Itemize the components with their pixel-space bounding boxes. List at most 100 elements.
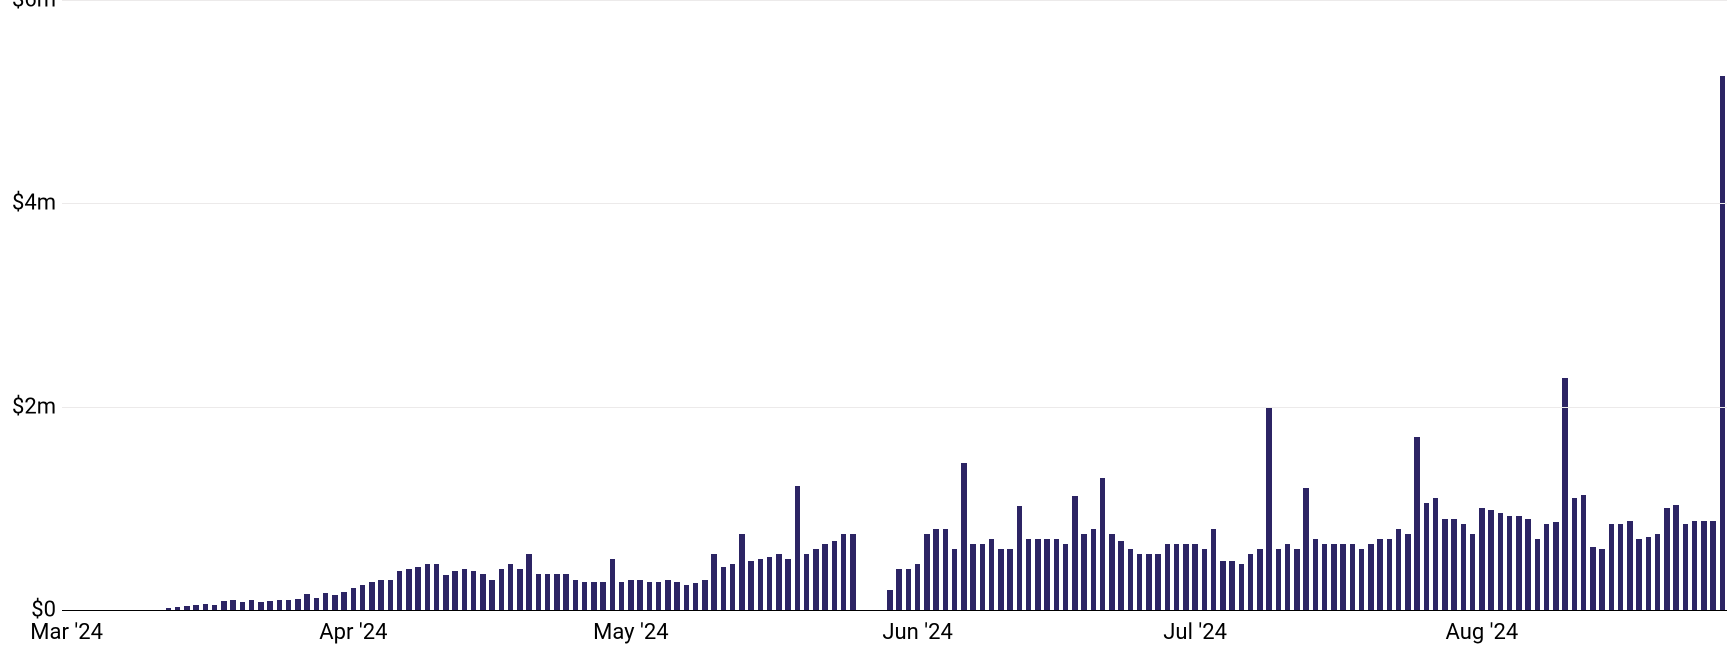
bar [1331, 544, 1337, 610]
bar [739, 534, 745, 610]
bar [545, 574, 551, 610]
bar [286, 600, 292, 610]
bar [610, 559, 616, 610]
bar [1562, 378, 1568, 610]
bar [915, 564, 921, 610]
y-tick-label: $0 [31, 598, 56, 623]
bar [887, 590, 893, 610]
x-tick-label: May '24 [593, 620, 668, 645]
bar [656, 582, 662, 610]
bar [1599, 549, 1605, 610]
bar [647, 582, 653, 610]
bar [637, 580, 643, 611]
bar [702, 580, 708, 611]
bar [1535, 539, 1541, 610]
bar [1239, 564, 1245, 610]
bar [526, 554, 532, 610]
plot-area [62, 0, 1727, 611]
bar [1405, 534, 1411, 610]
bar [850, 534, 856, 610]
bar [323, 593, 329, 610]
bar [1424, 503, 1430, 610]
bar [1202, 549, 1208, 610]
bar [1322, 544, 1328, 610]
bar [563, 574, 569, 610]
bar [822, 544, 828, 610]
bar [591, 582, 597, 610]
bar [480, 574, 486, 610]
bar [360, 585, 366, 610]
bar [980, 544, 986, 610]
bar [1553, 522, 1559, 610]
bar [1137, 554, 1143, 610]
bar [267, 601, 273, 610]
revenue-bar-chart: $0$2m$4m$6m Mar '24Apr '24May '24Jun '24… [0, 0, 1735, 659]
bar [785, 559, 791, 610]
bar [443, 575, 449, 610]
bar [1229, 561, 1235, 610]
bar [1581, 495, 1587, 610]
bar [684, 585, 690, 610]
bar [1100, 478, 1106, 610]
bar [304, 594, 310, 610]
bar [1572, 498, 1578, 610]
bar [1636, 539, 1642, 610]
bar [1590, 547, 1596, 610]
bar [1646, 537, 1652, 610]
bar [970, 544, 976, 610]
x-axis: Mar '24Apr '24May '24Jun '24Jul '24Aug '… [62, 610, 1727, 659]
bar [748, 561, 754, 610]
bar [1276, 549, 1282, 610]
bar [933, 529, 939, 610]
bar [295, 599, 301, 610]
gridline [62, 407, 1727, 408]
gridline [62, 203, 1727, 204]
bar [1063, 544, 1069, 610]
bar [1285, 544, 1291, 610]
bar [1266, 407, 1272, 610]
bar [1414, 437, 1420, 610]
bar [1618, 524, 1624, 610]
bar [1525, 519, 1531, 611]
bar [841, 534, 847, 610]
bar [341, 592, 347, 610]
bar [230, 600, 236, 610]
bar [1192, 544, 1198, 610]
bar [1720, 76, 1726, 610]
y-axis: $0$2m$4m$6m [0, 0, 62, 610]
bar [1683, 524, 1689, 610]
bar [351, 588, 357, 610]
bar [378, 580, 384, 611]
bar [693, 583, 699, 610]
bar [332, 595, 338, 610]
bar [536, 574, 542, 610]
bar [813, 549, 819, 610]
bar [1710, 521, 1716, 610]
bar [249, 600, 255, 610]
x-tick-label: Mar '24 [30, 620, 103, 645]
bar [1007, 549, 1013, 610]
bar [665, 580, 671, 611]
bar [943, 529, 949, 610]
bar [1461, 524, 1467, 610]
bar [582, 582, 588, 610]
bar [832, 541, 838, 610]
gridline [62, 0, 1727, 1]
bar [1516, 516, 1522, 610]
bar [1368, 544, 1374, 610]
bar [397, 571, 403, 610]
bar [600, 582, 606, 610]
bar [1488, 510, 1494, 610]
bar [517, 569, 523, 610]
bar [1257, 549, 1263, 610]
bar [1673, 505, 1679, 610]
bar [1044, 539, 1050, 610]
bar [508, 564, 514, 610]
bar [1507, 516, 1513, 610]
bar [1091, 529, 1097, 610]
bar [628, 580, 634, 611]
bar [1340, 544, 1346, 610]
bar [1359, 549, 1365, 610]
bar [1155, 554, 1161, 610]
bar [425, 564, 431, 610]
